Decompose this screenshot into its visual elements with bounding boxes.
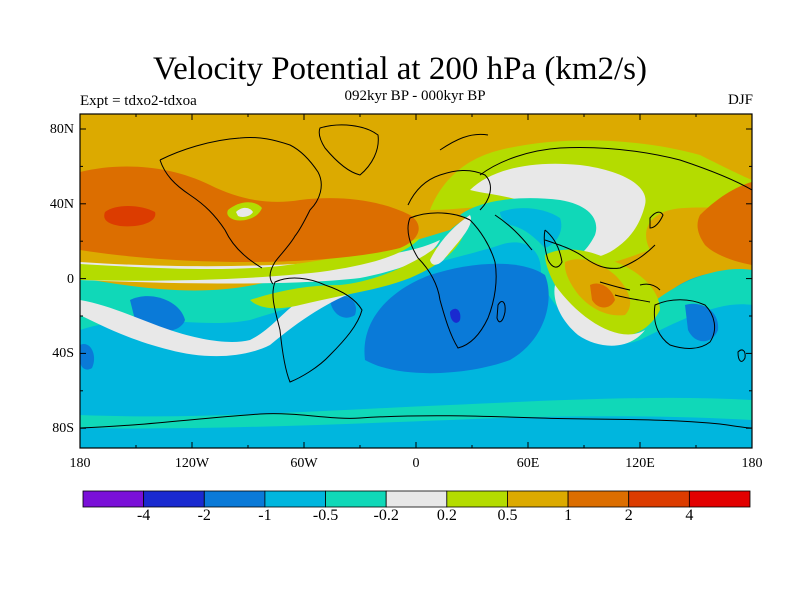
field-green-pac [80, 238, 420, 281]
lat-label-40S: 40S [52, 346, 74, 361]
colorbar-swatch [325, 490, 387, 508]
field-cyan-asia [500, 208, 562, 248]
lat-label-80N: 80N [49, 122, 74, 137]
map-subtitle: 092kyr BP - 000kyr BP [344, 88, 486, 104]
colorbar [82, 490, 751, 508]
experiment-label: Expt = tdxo2-tdxoa [80, 93, 197, 109]
colorbar-label: 1 [564, 507, 573, 524]
coast-antarctica [80, 413, 752, 429]
field-white-na [236, 207, 253, 217]
field-green-atl [250, 230, 465, 309]
colorbar-label: 0.2 [436, 507, 457, 524]
coast-madagascar [496, 301, 506, 323]
contour-field [80, 114, 752, 448]
coast-japan [649, 211, 664, 229]
coast-indonesia [599, 281, 661, 303]
colorbar-swatch [567, 490, 630, 508]
field-blue-aus [685, 303, 719, 342]
lat-label-40N: 40N [49, 197, 74, 212]
field-white-sp [80, 288, 360, 357]
field-cyan-south-band [80, 416, 752, 448]
lon-label-0: 0 [412, 456, 420, 471]
colorbar-swatch [264, 490, 326, 508]
lon-label-120e: 120E [625, 456, 655, 471]
field-violet-core [450, 308, 461, 323]
colorbar-swatch [507, 490, 569, 508]
lon-label-60w: 60W [290, 456, 318, 471]
colorbar-label: -0.5 [312, 507, 339, 524]
coast-greenland [318, 124, 379, 176]
lat-label-0: 0 [67, 272, 74, 287]
colorbar-swatch [688, 490, 751, 508]
colorbar-swatch [385, 490, 448, 508]
lon-label-180e: 180 [741, 456, 763, 471]
map-title: Velocity Potential at 200 hPa (km2/s) [152, 51, 648, 87]
lat-label-80S: 80S [52, 421, 74, 436]
season-label: DJF [727, 92, 753, 108]
axis-ticks [79, 114, 753, 448]
colorbar-swatch [628, 490, 690, 508]
colorbar-label: 0.5 [497, 507, 518, 524]
colorbar-swatch [446, 490, 508, 508]
field-white-atl [430, 215, 471, 265]
field-blue-sa [330, 295, 356, 318]
coast-south-america [272, 277, 363, 383]
coast-africa [407, 212, 497, 349]
coast-new-zealand [737, 349, 746, 362]
colorbar-label: -2 [197, 507, 211, 524]
coast-europe [407, 133, 491, 211]
coast-india [543, 229, 563, 268]
field-white-mc [554, 285, 645, 346]
colorbar-label: -1 [258, 507, 272, 524]
colorbar-label: 2 [624, 507, 633, 524]
coast-australia [653, 299, 716, 349]
colorbar-swatch [82, 490, 145, 508]
lon-label-60e: 60E [516, 456, 540, 471]
colorbar-label: -4 [136, 507, 151, 524]
field-red-pacific [104, 206, 156, 227]
field-darkorange-mc [590, 283, 615, 308]
field-blue-sw [80, 344, 95, 370]
coastlines [80, 124, 752, 429]
lon-label-120w: 120W [174, 456, 210, 471]
colorbar-label: -0.2 [373, 507, 399, 524]
coast-north-america [159, 137, 322, 285]
colorbar-swatch [143, 490, 205, 508]
lon-label-180w: 180 [69, 456, 91, 471]
coast-asia [479, 147, 752, 269]
colorbar-swatch [203, 490, 266, 508]
colorbar-label: 4 [685, 507, 694, 524]
field-orange-ne [697, 182, 752, 265]
